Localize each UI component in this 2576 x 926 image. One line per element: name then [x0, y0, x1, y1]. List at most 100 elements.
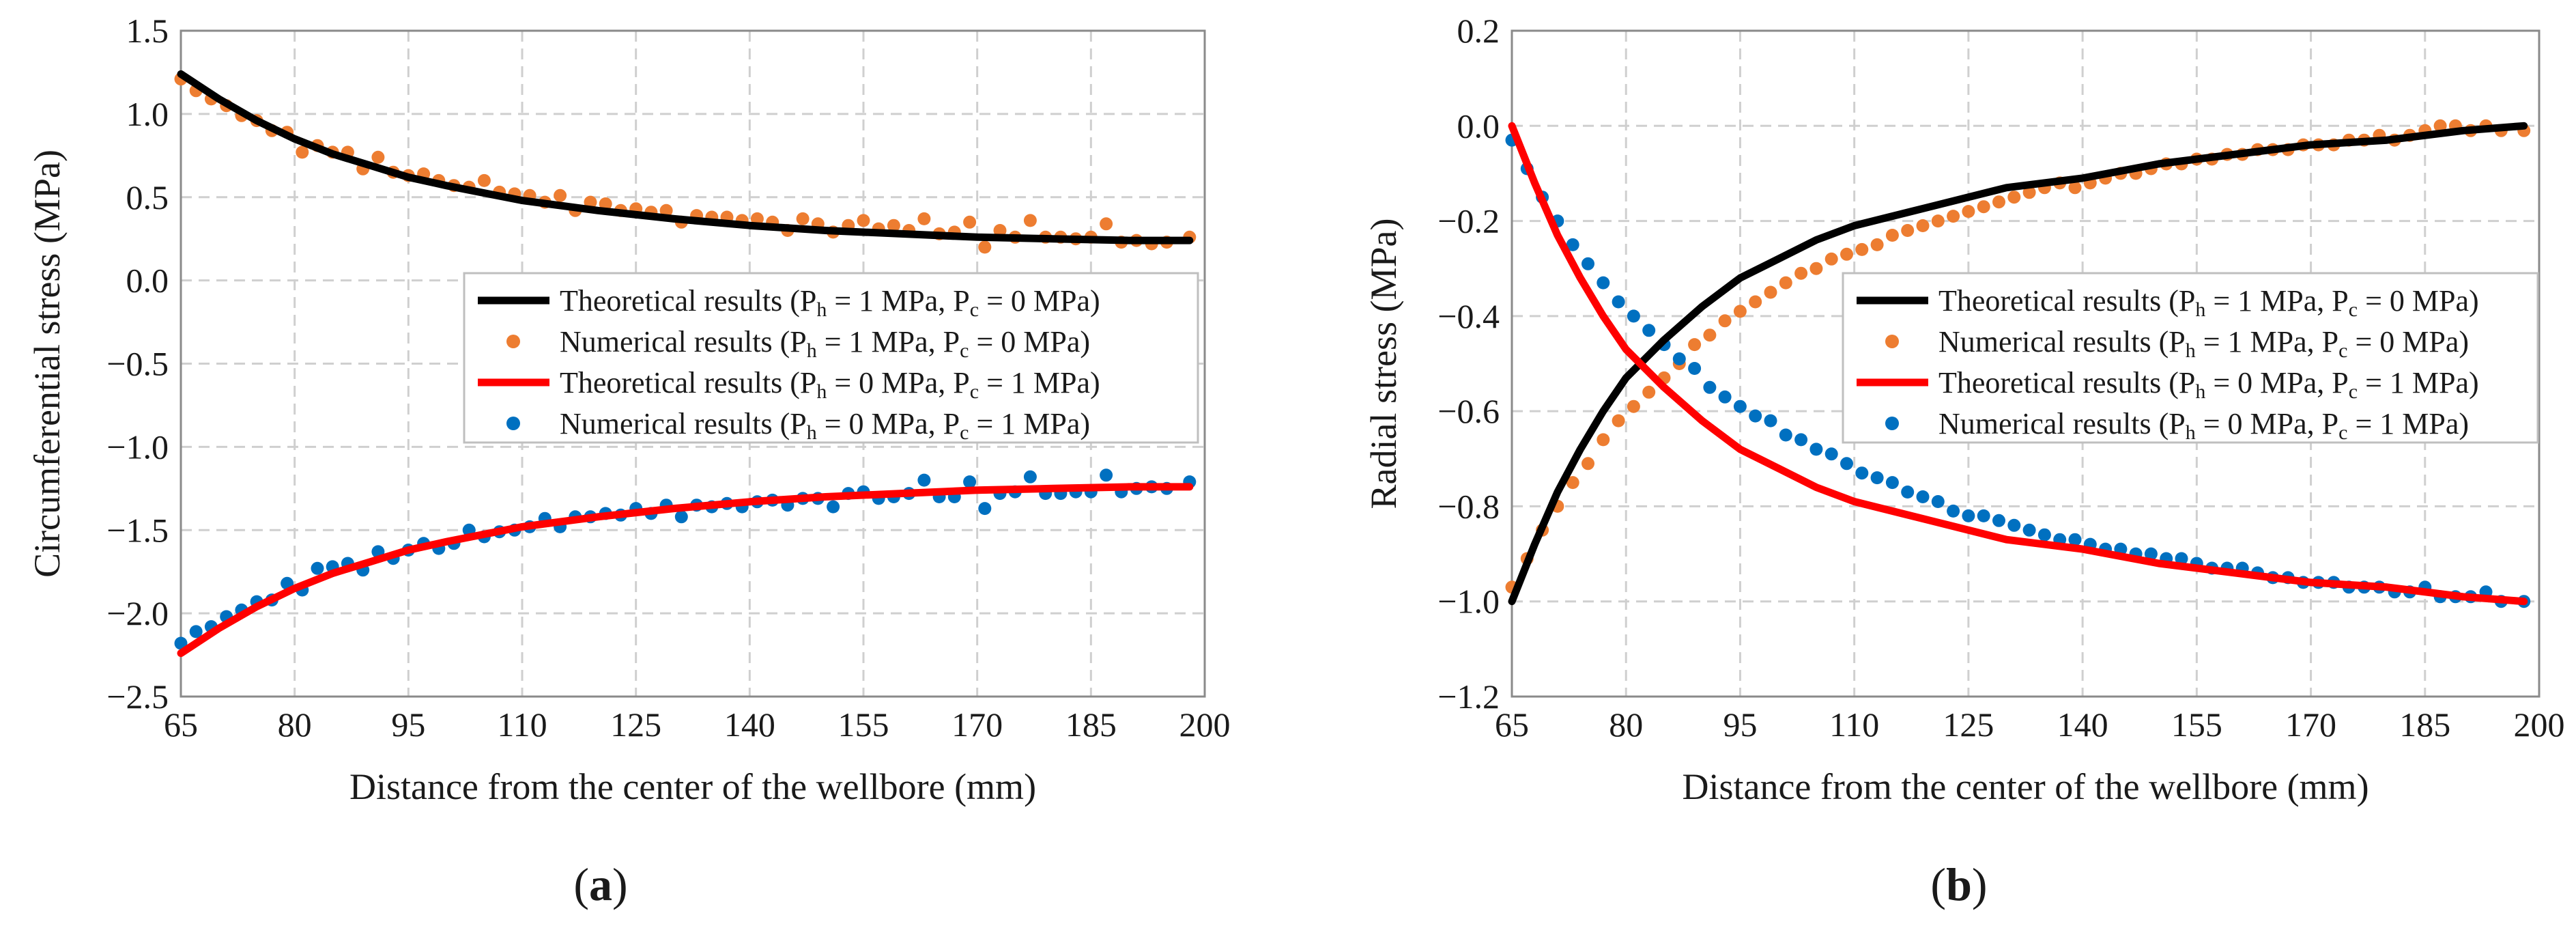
x-tick-label: 140 [2057, 705, 2108, 744]
data-point [174, 636, 188, 650]
data-point [1100, 217, 1113, 231]
data-point [1749, 409, 1762, 423]
legend-subscript: c [970, 380, 979, 403]
data-point [1749, 295, 1762, 309]
legend-text-part: = 0 MPa, P [827, 366, 969, 399]
data-point [1855, 466, 1869, 480]
data-point [1962, 205, 1975, 219]
legend-entry: Numerical results (Ph = 1 MPa, Pc = 0 MP… [506, 325, 1090, 362]
y-tick-label: 1.0 [126, 95, 169, 133]
data-point [1840, 457, 1853, 471]
legend-text-part: = 0 MPa, P [2196, 407, 2338, 440]
theoretical-line-red [1508, 122, 2528, 606]
theoretical-line-black [1508, 122, 2528, 606]
legend-text-part: = 1 MPa) [969, 407, 1090, 440]
data-point [1885, 229, 1899, 242]
data-point [1916, 219, 1930, 232]
legend-text-part: = 0 MPa) [2347, 325, 2469, 359]
data-point [1764, 414, 1777, 427]
data-point [1733, 399, 1747, 413]
legend-text-part: = 1 MPa, P [2205, 284, 2348, 318]
data-point [1688, 338, 1702, 352]
legend-dot-swatch [1885, 335, 1899, 348]
legend-text-part: = 0 MPa) [2358, 284, 2479, 318]
panel-label: (a) [573, 858, 627, 910]
data-point [599, 197, 612, 210]
y-tick-label: 0.2 [1457, 12, 1500, 50]
legend-text-part: = 1 MPa) [2347, 407, 2469, 440]
plot-frame [1511, 29, 2541, 698]
y-tick-label: −1.5 [106, 511, 169, 549]
legend-text-part: Numerical results (P [1938, 407, 2186, 440]
y-tick-label: −1.2 [1437, 677, 1500, 716]
data-point [554, 188, 567, 202]
chart-panel-b: 65 80 95 110 125 140 155 170 185 200 0.2 0.0 −0.2 −0.… [1363, 12, 2565, 910]
legend-text-part: = 0 MPa, P [817, 407, 960, 440]
data-point [963, 475, 977, 489]
y-tick-label: 1.5 [126, 12, 169, 50]
data-point [1992, 514, 2005, 527]
data-point [1718, 390, 1732, 404]
legend: Theoretical results (Ph = 1 MPa, Pc = 0 … [1842, 272, 2539, 444]
y-tick-label: 0.0 [126, 262, 169, 300]
data-point [477, 173, 491, 187]
y-tick-label: −2.0 [106, 594, 169, 632]
data-point [2068, 533, 2082, 546]
data-point [1794, 433, 1808, 447]
data-point [2144, 547, 2158, 561]
numerical-points-blue [174, 468, 1197, 650]
legend-text-part: Theoretical results (P [560, 366, 816, 399]
legend-entry: Numerical results (Ph = 0 MPa, Pc = 1 MP… [506, 407, 1090, 444]
data-point [978, 240, 992, 254]
x-tick-label: 80 [1609, 705, 1643, 744]
legend-label: Numerical results (Ph = 0 MPa, Pc = 1 MP… [1938, 407, 2469, 444]
x-tick-label: 95 [391, 705, 425, 744]
data-point [1582, 257, 1594, 270]
theoretical-line-black [177, 70, 1194, 244]
legend: Theoretical results (Ph = 1 MPa, Pc = 0 … [463, 272, 1199, 444]
x-tick-label: 65 [164, 705, 198, 744]
y-tick-label: −0.2 [1437, 202, 1500, 240]
y-tick-label: −1.0 [1437, 583, 1500, 621]
x-tick-label: 80 [278, 705, 312, 744]
legend-dot-swatch [1885, 417, 1899, 430]
legend-subscript: h [2186, 421, 2196, 444]
x-tick-label: 170 [2285, 705, 2336, 744]
legend-subscript: h [2195, 380, 2205, 403]
legend-subscript: h [2186, 339, 2196, 362]
legend-text-part: = 1 MPa, P [817, 325, 960, 359]
legend-subscript: c [960, 421, 969, 444]
legend-label: Numerical results (Ph = 1 MPa, Pc = 0 MP… [560, 325, 1090, 362]
y-tick-label: −0.8 [1437, 487, 1500, 525]
data-point [1779, 428, 1792, 442]
data-point [1612, 295, 1625, 309]
data-point [311, 561, 324, 575]
x-tick-label: 125 [1943, 705, 1994, 744]
panel-label-open: ( [573, 858, 589, 910]
legend-text-part: Theoretical results (P [560, 284, 816, 318]
theoretical-line-red [177, 483, 1194, 658]
data-point [1916, 490, 1930, 503]
data-point [2007, 191, 2021, 204]
data-point [1870, 238, 1884, 251]
data-point [1703, 380, 1717, 394]
legend-text-part: Theoretical results (P [1938, 366, 2195, 399]
legend-entry: Theoretical results (Ph = 0 MPa, Pc = 1 … [1857, 366, 2479, 403]
panel-label-open: ( [1930, 858, 1946, 910]
data-point [1947, 210, 1960, 223]
legend-text-part: = 1 MPa) [979, 366, 1100, 399]
legend-entry: Theoretical results (Ph = 1 MPa, Pc = 0 … [1857, 284, 2479, 321]
data-point [1566, 238, 1579, 251]
x-tick-label: 185 [2399, 705, 2450, 744]
y-tick-label: 0.5 [126, 178, 169, 216]
data-point [1779, 276, 1792, 290]
legend-entry: Theoretical results (Ph = 0 MPa, Pc = 1 … [478, 366, 1100, 403]
legend-box [1842, 272, 2539, 444]
data-point [1764, 285, 1777, 299]
legend-entry: Numerical results (Ph = 0 MPa, Pc = 1 MP… [1885, 407, 2469, 444]
x-tick-label: 200 [2514, 705, 2565, 744]
data-point [2022, 523, 2036, 537]
data-point [2175, 552, 2188, 565]
panel-label-close: ) [1972, 858, 1988, 910]
